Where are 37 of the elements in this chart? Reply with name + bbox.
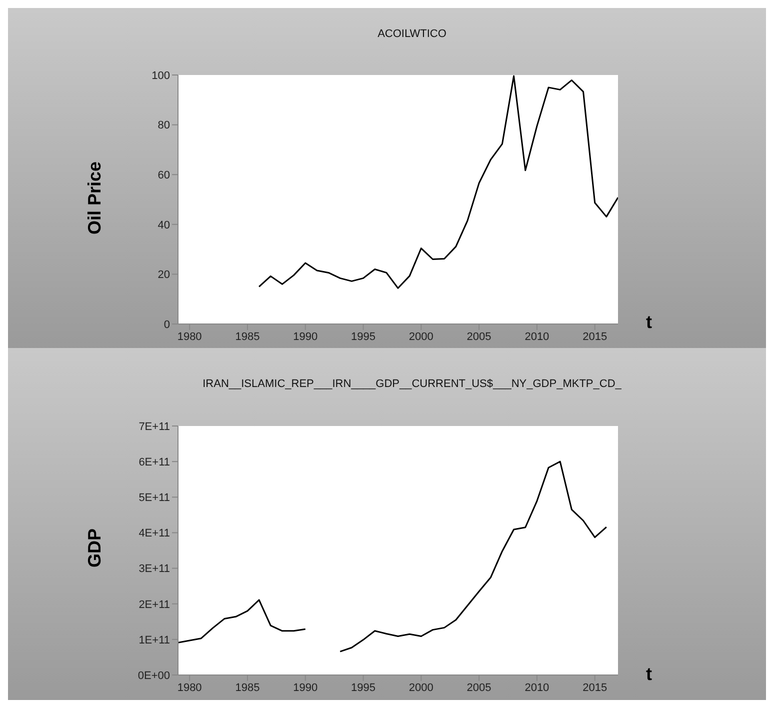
x-tick-label: 2005 [466, 682, 492, 694]
x-tick-label: 2010 [524, 682, 550, 694]
x-tick-label: 1985 [235, 682, 260, 694]
y-axis-title: Oil Price [84, 161, 106, 235]
y-tick-label: 0 [164, 318, 170, 331]
y-tick-label: 7E+11 [138, 420, 170, 433]
chart-title: ACOILWTICO [376, 28, 448, 40]
y-tick-label: 1E+11 [138, 634, 170, 646]
x-tick-label: 1990 [293, 682, 318, 694]
y-tick-label: 0E+00 [138, 670, 170, 682]
y-tick-label: 60 [158, 170, 170, 182]
x-tick-label: 1980 [177, 682, 202, 694]
x-tick-label: 1990 [293, 330, 318, 343]
y-tick-label: 2E+11 [138, 598, 170, 611]
x-tick-label: 1995 [351, 330, 376, 343]
x-tick-label: 2015 [582, 682, 608, 694]
x-tick-label: 1980 [177, 330, 202, 343]
y-tick-label: 100 [152, 70, 170, 82]
line-series [258, 75, 618, 289]
y-tick-label: 3E+11 [138, 563, 170, 576]
y-tick-label: 6E+11 [138, 456, 170, 468]
y-tick-label: 40 [158, 219, 170, 232]
x-tick-label: 1985 [235, 330, 260, 343]
y-axis-title: GDP [84, 528, 106, 568]
y-tick-label: 5E+11 [138, 492, 170, 504]
x-tick-label: 1995 [351, 682, 376, 694]
y-tick-label: 80 [158, 120, 170, 132]
x-tick-label: 2010 [524, 330, 550, 343]
y-tick-label: 4E+11 [138, 528, 170, 540]
x-tick-label: 2015 [582, 330, 608, 343]
x-axis-title: t [646, 664, 652, 685]
x-tick-label: 2005 [466, 330, 492, 343]
y-tick-label: 20 [158, 269, 170, 282]
x-axis-title: t [646, 312, 652, 333]
x-tick-label: 2000 [408, 682, 434, 694]
chart-title: IRAN__ISLAMIC_REP___IRN____GDP__CURRENT_US$___NY_GDP_MKTP_CD_ [202, 378, 622, 390]
x-tick-label: 2000 [408, 330, 434, 343]
